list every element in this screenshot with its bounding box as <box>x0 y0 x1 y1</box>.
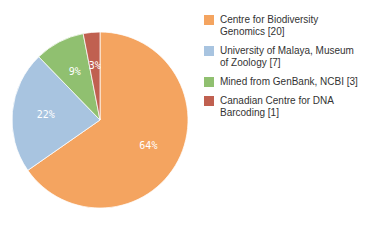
svg-text:3%: 3% <box>89 60 101 71</box>
svg-text:22%: 22% <box>37 109 55 120</box>
html-text:University of Malaya, Museum o: University of Malaya, Museum of Zoology … <box>220 45 354 68</box>
svg-text:9%: 9% <box>69 66 81 77</box>
html-text:Mined from GenBank, NCBI [3]: Mined from GenBank, NCBI [3] <box>220 76 358 87</box>
svg-text:64%: 64% <box>139 140 157 151</box>
html-text:Canadian Centre for DNA Barcod: Canadian Centre for DNA Barcoding [1] <box>220 95 334 118</box>
html-text:Centre for Biodiversity Genomi: Centre for Biodiversity Genomics [20] <box>220 14 319 37</box>
